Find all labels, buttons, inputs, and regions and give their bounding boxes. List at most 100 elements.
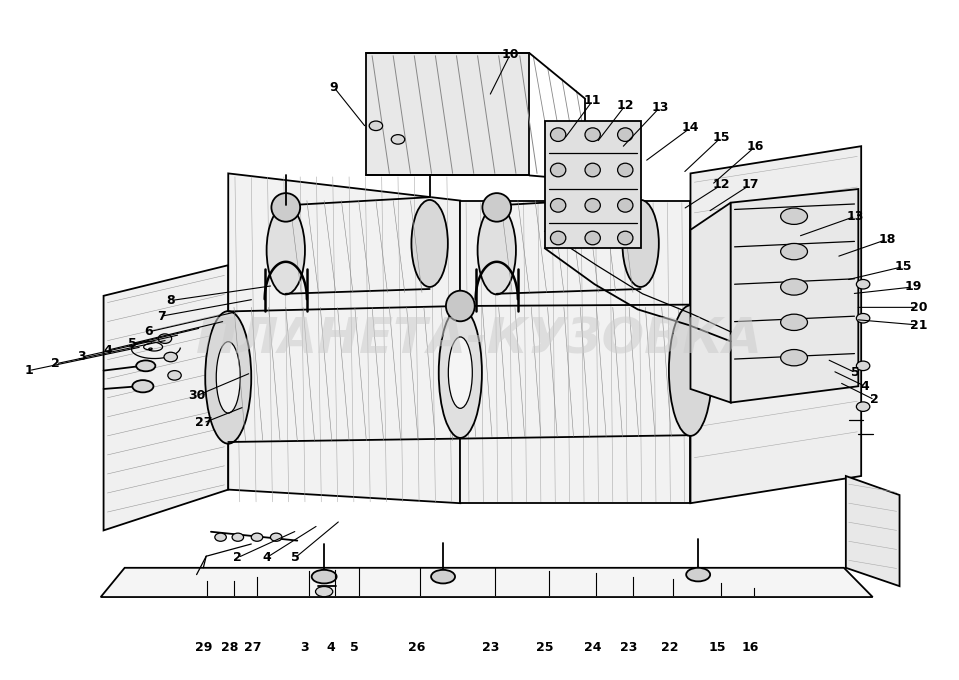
- Ellipse shape: [267, 206, 305, 294]
- Ellipse shape: [781, 279, 807, 295]
- Text: 28: 28: [222, 641, 239, 653]
- Text: 16: 16: [741, 641, 759, 653]
- Text: 4: 4: [860, 379, 870, 393]
- Polygon shape: [228, 173, 460, 503]
- Ellipse shape: [411, 200, 448, 287]
- Text: 27: 27: [195, 416, 212, 430]
- Ellipse shape: [550, 163, 566, 177]
- Circle shape: [270, 533, 282, 541]
- Text: 3: 3: [301, 641, 309, 653]
- Ellipse shape: [618, 128, 633, 141]
- Ellipse shape: [781, 314, 807, 330]
- Text: 23: 23: [482, 641, 500, 653]
- Ellipse shape: [622, 200, 659, 287]
- Text: 25: 25: [536, 641, 553, 653]
- Text: 4: 4: [262, 551, 271, 564]
- Text: 1: 1: [24, 364, 34, 377]
- Ellipse shape: [478, 206, 516, 294]
- Ellipse shape: [550, 128, 566, 141]
- Text: 17: 17: [741, 178, 759, 192]
- Ellipse shape: [550, 231, 566, 245]
- Ellipse shape: [585, 199, 600, 212]
- Polygon shape: [731, 189, 858, 403]
- Ellipse shape: [205, 311, 251, 444]
- Text: 19: 19: [904, 280, 922, 294]
- Text: 2: 2: [233, 551, 243, 564]
- Text: 21: 21: [910, 318, 927, 332]
- Text: 10: 10: [502, 48, 519, 61]
- Ellipse shape: [585, 231, 600, 245]
- Polygon shape: [846, 476, 900, 586]
- Text: 15: 15: [895, 260, 912, 273]
- Ellipse shape: [585, 163, 600, 177]
- Text: 30: 30: [188, 389, 205, 403]
- Text: 20: 20: [910, 301, 927, 314]
- Text: 12: 12: [617, 99, 634, 112]
- Ellipse shape: [136, 360, 155, 371]
- Text: 8: 8: [167, 294, 175, 307]
- Text: 3: 3: [78, 350, 85, 364]
- Text: 15: 15: [709, 641, 726, 653]
- Ellipse shape: [618, 163, 633, 177]
- Text: 7: 7: [156, 309, 166, 323]
- Ellipse shape: [669, 305, 712, 436]
- Ellipse shape: [781, 350, 807, 366]
- Text: 18: 18: [878, 233, 896, 246]
- Circle shape: [391, 135, 405, 144]
- Ellipse shape: [687, 568, 710, 581]
- Circle shape: [215, 533, 226, 541]
- Text: 5: 5: [128, 337, 137, 350]
- Ellipse shape: [482, 193, 511, 222]
- Text: 13: 13: [651, 101, 668, 114]
- Polygon shape: [366, 53, 529, 175]
- Ellipse shape: [216, 342, 240, 413]
- Text: 23: 23: [620, 641, 638, 653]
- Circle shape: [164, 352, 177, 362]
- Polygon shape: [101, 568, 873, 597]
- Circle shape: [856, 279, 870, 289]
- Text: 2: 2: [870, 393, 879, 407]
- Text: 24: 24: [584, 641, 601, 653]
- Circle shape: [158, 334, 172, 343]
- Circle shape: [251, 533, 263, 541]
- Text: 14: 14: [682, 121, 699, 135]
- Text: 26: 26: [408, 641, 425, 653]
- Text: 4: 4: [326, 641, 336, 653]
- Polygon shape: [104, 265, 228, 530]
- Polygon shape: [545, 121, 641, 248]
- Text: 5: 5: [851, 366, 860, 379]
- Ellipse shape: [312, 570, 337, 583]
- Text: 16: 16: [747, 139, 764, 153]
- Polygon shape: [690, 146, 861, 503]
- Text: 15: 15: [713, 131, 730, 144]
- Text: 29: 29: [195, 641, 212, 653]
- Text: 9: 9: [330, 80, 338, 94]
- Ellipse shape: [132, 380, 153, 392]
- Text: ПЛАНЕТА-КУЗОВКА: ПЛАНЕТА-КУЗОВКА: [196, 316, 763, 364]
- Ellipse shape: [618, 231, 633, 245]
- Ellipse shape: [439, 307, 481, 438]
- Circle shape: [856, 361, 870, 371]
- Text: 22: 22: [661, 641, 678, 653]
- Circle shape: [168, 371, 181, 380]
- Text: 11: 11: [584, 94, 601, 107]
- Polygon shape: [690, 203, 731, 403]
- Polygon shape: [460, 201, 690, 503]
- Ellipse shape: [618, 199, 633, 212]
- Ellipse shape: [316, 586, 333, 597]
- Ellipse shape: [585, 128, 600, 141]
- Text: 5: 5: [291, 551, 300, 564]
- Ellipse shape: [550, 199, 566, 212]
- Circle shape: [856, 402, 870, 411]
- Ellipse shape: [448, 337, 472, 408]
- Ellipse shape: [781, 208, 807, 224]
- Text: 5: 5: [350, 641, 360, 653]
- Text: 27: 27: [245, 641, 262, 653]
- Text: 12: 12: [713, 178, 730, 192]
- Ellipse shape: [271, 193, 300, 222]
- Text: 6: 6: [145, 325, 152, 339]
- Circle shape: [369, 121, 383, 131]
- Text: 2: 2: [51, 357, 60, 371]
- Ellipse shape: [432, 570, 456, 583]
- Ellipse shape: [781, 243, 807, 260]
